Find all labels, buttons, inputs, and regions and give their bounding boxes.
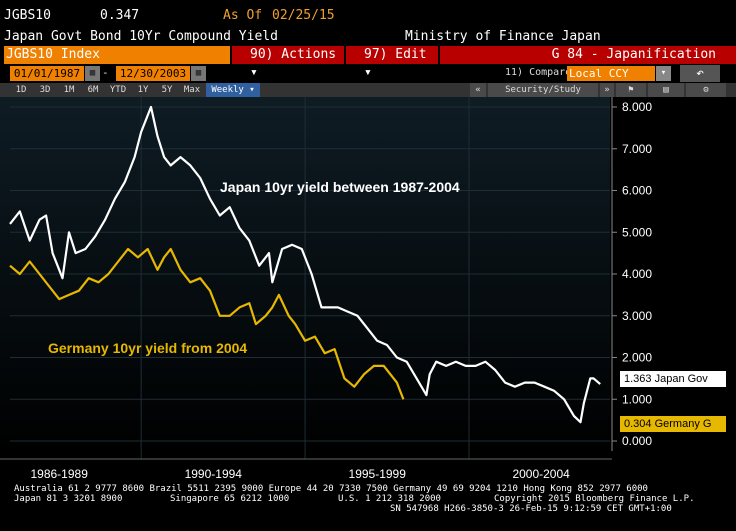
- asof-label: As Of: [223, 8, 263, 23]
- y-tick-label: 3.000: [622, 309, 652, 323]
- title-bar: JGBS10 0.347 As Of 02/25/15: [0, 0, 736, 28]
- chart-area: 8.000 7.000 6.000 5.000 4.000 3.000 2.000 1.000…: [0, 97, 736, 527]
- compare-label[interactable]: 11) Compare: [505, 67, 572, 78]
- frequency-select[interactable]: Weekly ▾: [206, 83, 260, 97]
- back-arrow-icon[interactable]: ↶: [680, 65, 720, 82]
- yield-chart: 8.000 7.000 6.000 5.000 4.000 3.000 2.000 1.000…: [0, 97, 652, 481]
- timeframe-1y[interactable]: 1Y: [137, 85, 149, 95]
- japan-annotation: Japan 10yr yield between 1987-2004: [220, 179, 460, 195]
- series-line-germany: [9, 247, 405, 400]
- germany-last-value: 0.304: [624, 418, 652, 430]
- security-description: Japan Govt Bond 10Yr Compound Yield: [4, 29, 278, 44]
- japan-last-value: 1.363: [624, 373, 652, 385]
- footer-us: U.S. 1 212 318 2000: [338, 494, 441, 504]
- timeframe-3d[interactable]: 3D: [39, 85, 51, 95]
- japan-last-value-tag: 1.363 Japan Gov: [620, 371, 726, 387]
- footer-singapore: Singapore 65 6212 1000: [170, 494, 290, 504]
- y-tick-label: 6.000: [622, 184, 652, 198]
- flag-icon[interactable]: ⚑: [616, 83, 646, 97]
- date-range-bar: 01/01/1987 ▦ - 12/30/2003 ▦ 11) Compare …: [0, 65, 736, 82]
- y-tick-label: 8.000: [622, 100, 652, 114]
- germany-last-value-tag: 0.304 Germany G: [620, 416, 726, 432]
- security-study-button[interactable]: Security/Study: [488, 83, 598, 97]
- start-date-field[interactable]: 01/01/1987: [10, 66, 84, 81]
- chevron-right-icon[interactable]: »: [600, 83, 614, 97]
- timeframe-1m[interactable]: 1M: [63, 85, 75, 95]
- germany-series-name: Germany G: [654, 418, 712, 430]
- footer-session: SN 547968 H266-3850-3 26-Feb-15 9:12:59 …: [390, 504, 672, 514]
- command-bar: JGBS10 Index 90) Actions ▾ 97) Edit ▾ G …: [0, 46, 736, 80]
- x-tick-label: 2000-2004: [512, 467, 570, 481]
- series-line-japan: [9, 105, 601, 424]
- x-tick-label: 1995-1999: [349, 467, 407, 481]
- timeframe-bar: 1D 3D 1M 6M YTD 1Y 5Y Max Weekly ▾ « Sec…: [0, 83, 736, 97]
- japan-series-name: Japan Gov: [654, 373, 708, 385]
- x-tick-label: 1990-1994: [185, 467, 243, 481]
- timeframe-6m[interactable]: 6M: [87, 85, 99, 95]
- y-tick-label: 0.000: [622, 434, 652, 448]
- footer-copyright: Copyright 2015 Bloomberg Finance L.P.: [494, 494, 695, 504]
- germany-annotation: Germany 10yr yield from 2004: [48, 340, 248, 356]
- actions-menu[interactable]: 90) Actions ▾: [232, 46, 344, 80]
- data-source: Ministry of Finance Japan: [405, 29, 601, 44]
- y-tick-label: 2.000: [622, 351, 652, 365]
- currency-select[interactable]: Local CCY: [567, 66, 655, 81]
- current-value: 0.347: [100, 8, 140, 23]
- footer-japan: Japan 81 3 3201 8900: [14, 494, 123, 504]
- timeframe-5y[interactable]: 5Y: [161, 85, 173, 95]
- asof-date: 02/25/15: [272, 8, 335, 23]
- collapse-icon[interactable]: «: [470, 83, 486, 97]
- calendar-icon[interactable]: ▦: [85, 66, 100, 81]
- calendar-icon[interactable]: ▦: [191, 66, 206, 81]
- y-tick-label: 5.000: [622, 225, 652, 239]
- timeframe-max[interactable]: Max: [183, 85, 201, 95]
- y-tick-label: 7.000: [622, 142, 652, 156]
- end-date-field[interactable]: 12/30/2003: [116, 66, 190, 81]
- table-icon[interactable]: ▤: [648, 83, 684, 97]
- edit-menu[interactable]: 97) Edit ▾: [346, 46, 438, 80]
- timeframe-1d[interactable]: 1D: [15, 85, 27, 95]
- timeframe-ytd[interactable]: YTD: [109, 85, 127, 95]
- index-field[interactable]: JGBS10 Index: [4, 46, 230, 64]
- x-tick-label: 1986-1989: [30, 467, 88, 481]
- y-tick-label: 1.000: [622, 392, 652, 406]
- gear-icon[interactable]: ⚙: [686, 83, 726, 97]
- chevron-down-icon[interactable]: ▾: [656, 66, 671, 81]
- description-bar: Japan Govt Bond 10Yr Compound Yield Mini…: [0, 28, 736, 46]
- range-dash: -: [102, 66, 109, 79]
- chart-title: G 84 - Japanification: [440, 46, 736, 64]
- y-tick-label: 4.000: [622, 267, 652, 281]
- footer-contacts-line1: Australia 61 2 9777 8600 Brazil 5511 239…: [14, 484, 648, 494]
- ticker: JGBS10: [4, 8, 51, 23]
